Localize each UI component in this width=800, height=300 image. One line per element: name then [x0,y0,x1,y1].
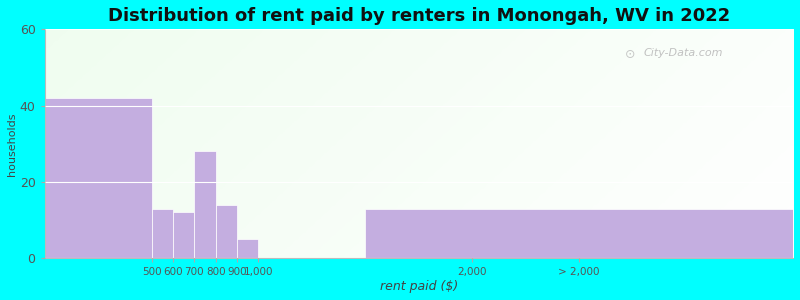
Bar [151,208,173,258]
Text: City-Data.com: City-Data.com [643,48,723,58]
Bar [366,208,793,258]
Bar [237,239,258,258]
Bar [216,205,237,258]
Bar [173,212,194,258]
Title: Distribution of rent paid by renters in Monongah, WV in 2022: Distribution of rent paid by renters in … [108,7,730,25]
Text: ⊙: ⊙ [625,48,635,61]
Y-axis label: households: households [7,112,17,176]
Bar [45,98,151,258]
Bar [194,152,216,258]
X-axis label: rent paid ($): rent paid ($) [380,280,458,293]
